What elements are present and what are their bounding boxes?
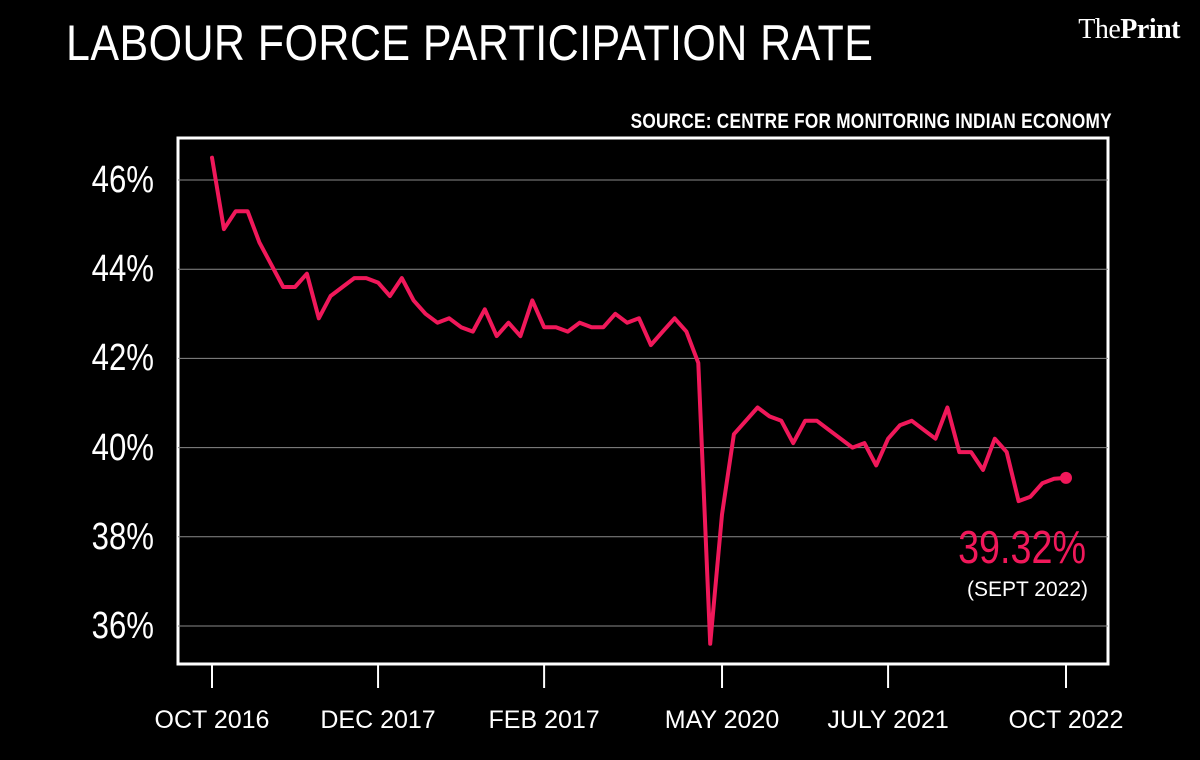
plot-frame (176, 136, 1110, 666)
y-tick-label: 42% (91, 337, 154, 380)
y-tick-label: 46% (91, 159, 154, 201)
source-note: SOURCE: CENTRE FOR MONITORING INDIAN ECO… (630, 110, 1112, 133)
last-period-label: (SEPT 2022) (966, 578, 1088, 601)
y-tick-label: 36% (91, 605, 154, 647)
x-tick-label: OCT 2022 (1008, 706, 1124, 734)
brand-part-2: Print (1120, 14, 1180, 45)
x-tick-label: OCT 2016 (154, 706, 270, 734)
last-point-marker (1060, 471, 1072, 484)
chart-title: LABOUR FORCE PARTICIPATION RATE (66, 15, 874, 71)
brand-logo: ThePrint (1078, 14, 1180, 46)
x-tick-label: MAY 2020 (664, 706, 780, 734)
x-tick-label: FEB 2017 (488, 706, 600, 734)
last-value-label: 39.32% (958, 521, 1086, 573)
brand-part-1: The (1078, 14, 1121, 45)
x-tick-label: DEC 2017 (320, 706, 436, 734)
y-tick-label: 44% (91, 248, 154, 291)
series-line-lfpr (210, 155, 1068, 646)
y-tick-label: 38% (91, 515, 154, 558)
x-tick-label: JULY 2021 (827, 706, 949, 734)
y-tick-label: 40% (91, 426, 154, 469)
